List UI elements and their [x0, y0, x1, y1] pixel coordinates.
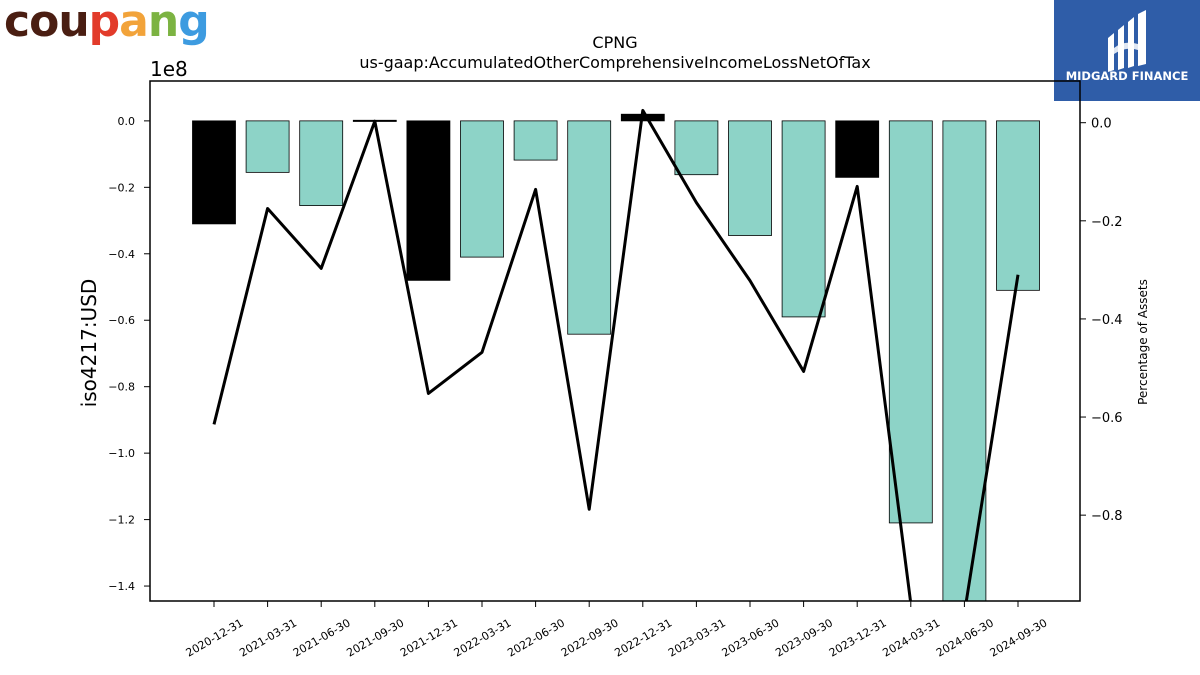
bar	[192, 120, 236, 225]
midgard-finance-logo: MIDGARD FINANCE	[1054, 0, 1200, 101]
y-axis-offset-label: 1e8	[150, 57, 188, 81]
percentage-line	[212, 108, 1020, 601]
chart-title: CPNG	[592, 33, 637, 52]
bar	[245, 120, 290, 173]
bar	[888, 120, 933, 524]
bar	[406, 120, 451, 281]
y-tick-label: −0.8	[108, 381, 135, 394]
percentage-line-group	[212, 108, 1020, 601]
y-tick-label: −1.0	[108, 447, 135, 460]
right-y-tick-label: 0.0	[1091, 117, 1112, 132]
right-y-tick-label: −0.6	[1091, 411, 1123, 426]
x-tick-label: 2023-12-31	[827, 616, 889, 659]
coupang-logo-letter: g	[178, 0, 209, 47]
right-y-tick-label: −0.8	[1091, 509, 1123, 524]
x-tick-label: 2021-09-30	[344, 616, 406, 659]
x-tick-label: 2021-03-31	[237, 616, 299, 659]
x-tick-label: 2021-12-31	[398, 616, 460, 659]
bar	[781, 120, 826, 318]
right-y-axis-label: Percentage of Assets	[1136, 279, 1150, 405]
chart-subtitle: us-gaap:AccumulatedOtherComprehensiveInc…	[359, 53, 870, 72]
midgard-emblem-icon: MIDGARD FINANCE	[1066, 10, 1189, 83]
bar	[996, 120, 1040, 291]
plot-frame	[149, 80, 1081, 602]
right-y-tick-label: −0.2	[1091, 215, 1123, 230]
x-tick-label: 2024-06-30	[934, 616, 996, 659]
x-tick-label: 2024-03-31	[880, 616, 942, 659]
bar	[942, 120, 987, 601]
x-tick-label: 2023-03-31	[666, 616, 728, 659]
bar	[299, 120, 344, 207]
bar	[728, 120, 772, 236]
x-tick-label: 2022-06-30	[505, 616, 567, 659]
coupang-logo-letter: c	[4, 0, 30, 47]
bar	[835, 120, 880, 178]
x-tick-label: 2020-12-31	[184, 616, 246, 659]
midgard-finance-wordmark: MIDGARD FINANCE	[1066, 69, 1189, 83]
x-tick-label: 2024-09-30	[988, 616, 1050, 659]
x-tick-label: 2023-06-30	[720, 616, 782, 659]
x-tick-label: 2022-09-30	[559, 616, 621, 659]
y-axis-label: iso4217:USD	[77, 279, 101, 408]
bar	[674, 120, 719, 176]
x-tick-label: 2021-06-30	[291, 616, 353, 659]
coupang-logo: coupang	[4, 0, 210, 47]
y-tick-label: −0.4	[108, 248, 135, 261]
y-tick-label: −0.2	[108, 181, 135, 194]
right-y-tick-label: −0.4	[1091, 313, 1123, 328]
y-tick-label: −1.2	[108, 514, 135, 527]
bar	[460, 120, 504, 258]
bar	[567, 120, 612, 335]
x-tick-label: 2022-03-31	[452, 616, 514, 659]
y-tick-label: 0.0	[118, 115, 136, 128]
y-tick-label: −1.4	[108, 580, 135, 593]
coupang-logo-letter: n	[147, 0, 179, 47]
x-tick-label: 2022-12-31	[612, 616, 674, 659]
bars-group	[192, 113, 1040, 601]
y-tick-label: −0.6	[108, 314, 135, 327]
coupang-logo-letter: u	[58, 0, 89, 47]
coupang-logo-letter: p	[88, 0, 120, 47]
bar	[513, 120, 558, 161]
x-tick-label: 2023-09-30	[773, 616, 835, 659]
coupang-logo-letter: o	[29, 0, 59, 47]
coupang-logo-letter: a	[119, 0, 149, 47]
